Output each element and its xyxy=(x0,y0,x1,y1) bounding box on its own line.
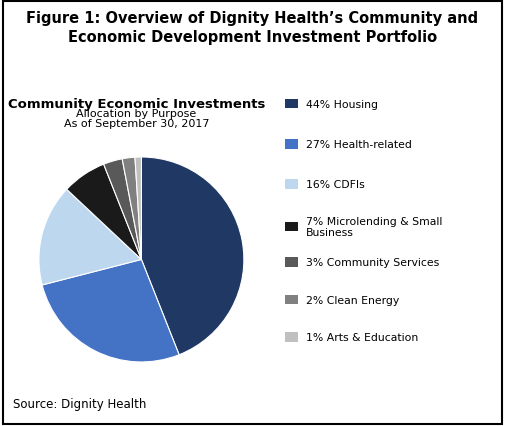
Text: 2% Clean Energy: 2% Clean Energy xyxy=(306,295,399,305)
Text: 3% Community Services: 3% Community Services xyxy=(306,257,439,268)
Text: Figure 1: Overview of Dignity Health’s Community and
Economic Development Invest: Figure 1: Overview of Dignity Health’s C… xyxy=(26,11,479,45)
Wedge shape xyxy=(67,165,141,260)
Text: Source: Dignity Health: Source: Dignity Health xyxy=(13,397,146,410)
Wedge shape xyxy=(141,158,244,355)
Wedge shape xyxy=(135,158,141,260)
Wedge shape xyxy=(39,190,141,285)
Text: 16% CDFIs: 16% CDFIs xyxy=(306,179,365,190)
Text: 7% Microlending & Small
Business: 7% Microlending & Small Business xyxy=(306,216,442,238)
Text: 1% Arts & Education: 1% Arts & Education xyxy=(306,332,418,343)
Text: As of September 30, 2017: As of September 30, 2017 xyxy=(64,118,209,128)
Text: Community Economic Investments: Community Economic Investments xyxy=(8,98,265,111)
Wedge shape xyxy=(42,260,179,362)
Wedge shape xyxy=(104,159,141,260)
Text: Allocation by Purpose: Allocation by Purpose xyxy=(76,109,196,118)
Wedge shape xyxy=(122,158,141,260)
Text: 27% Health-related: 27% Health-related xyxy=(306,140,412,150)
Text: 44% Housing: 44% Housing xyxy=(306,99,378,109)
